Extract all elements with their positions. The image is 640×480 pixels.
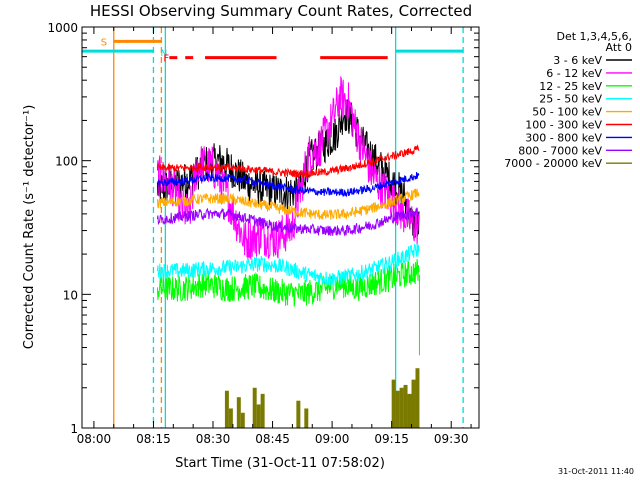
legend-label-1: 6 - 12 keV — [546, 67, 602, 80]
y-axis-label: Corrected Count Rate (s⁻¹ detector⁻¹) — [22, 105, 37, 350]
olive-bar — [304, 408, 309, 428]
olive-bar — [415, 368, 420, 428]
olive-bar — [296, 400, 301, 428]
series-line-5 — [156, 144, 420, 179]
legend-label-5: 100 - 300 keV — [525, 119, 602, 132]
legend-label-4: 50 - 100 keV — [532, 106, 602, 119]
series-line-6 — [156, 171, 420, 198]
x-tick-label: 09:15 — [374, 432, 409, 446]
x-tick-label: 09:00 — [315, 432, 350, 446]
olive-bar — [260, 393, 265, 428]
olive-bar — [395, 390, 400, 428]
olive-bar — [391, 379, 396, 428]
olive-bar — [403, 384, 408, 428]
status-label-n: N — [160, 49, 167, 59]
x-tick-label: 08:45 — [255, 432, 290, 446]
status-label-f: F — [163, 54, 169, 65]
y-axis: 1 10 100 1000 — [47, 21, 479, 436]
legend-header-line-2: Att 0 — [606, 41, 632, 54]
x-tick-label: 09:30 — [434, 432, 469, 446]
series-line-3 — [156, 243, 420, 287]
x-tick-label: 08:15 — [136, 432, 171, 446]
legend-label-6: 300 - 800 keV — [525, 131, 602, 144]
bars-layer — [224, 368, 420, 428]
legend-label-8: 7000 - 20000 keV — [504, 157, 602, 170]
series-line-7 — [156, 207, 420, 237]
x-tick-label: 08:00 — [77, 432, 112, 446]
olive-bar — [252, 387, 257, 428]
series-line-1 — [156, 75, 420, 260]
x-axis-label: Start Time (31-Oct-11 07:58:02) — [175, 456, 385, 471]
x-axis: 08:00 08:15 08:30 08:45 09:00 09:15 09:30 — [77, 27, 472, 446]
series-layer — [156, 75, 420, 356]
status-layer: S NF — [101, 37, 388, 65]
legend-header-line-1: Det 1,3,4,5,6, — [556, 30, 632, 43]
y-tick-label: 1 — [70, 422, 78, 436]
legend-label-7: 800 - 7000 keV — [518, 144, 602, 157]
olive-bar — [407, 393, 412, 428]
olive-bar — [399, 387, 404, 428]
olive-bar — [228, 408, 233, 428]
olive-bar — [411, 379, 416, 428]
legend-label-0: 3 - 6 keV — [553, 54, 602, 67]
series-line-2 — [156, 258, 420, 307]
y-tick-label: 100 — [55, 155, 78, 169]
olive-bar — [236, 397, 241, 428]
y-tick-label: 10 — [63, 288, 78, 302]
olive-bar — [240, 412, 245, 428]
chart-title: HESSI Observing Summary Count Rates, Cor… — [90, 2, 472, 20]
series-line-4 — [156, 188, 420, 220]
vertical-markers — [82, 27, 464, 428]
x-tick-label: 08:30 — [196, 432, 231, 446]
olive-bar — [224, 390, 229, 428]
render-timestamp: 31-Oct-2011 11:40 — [558, 467, 634, 476]
legend-label-3: 25 - 50 keV — [539, 93, 602, 106]
legend-label-2: 12 - 25 keV — [539, 80, 602, 93]
plot-frame — [81, 26, 480, 429]
y-tick-label: 1000 — [47, 21, 78, 35]
status-label-s: S — [101, 37, 107, 48]
olive-bar — [256, 404, 261, 428]
